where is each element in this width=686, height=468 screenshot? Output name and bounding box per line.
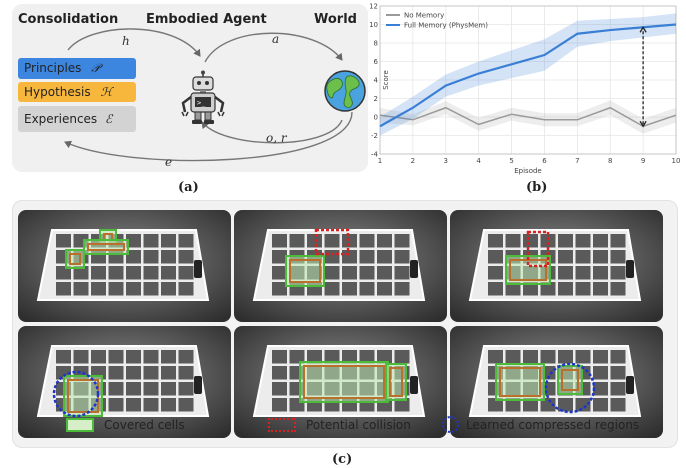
x-tick-label: 2 (411, 157, 415, 165)
principles-symbol: 𝒫 (91, 61, 100, 75)
covered-cells-label: Covered cells (104, 418, 185, 432)
experiment-photo (450, 210, 663, 322)
y-tick-label: 8 (374, 40, 378, 48)
edge-h-label: h (122, 34, 130, 48)
collision-label: Potential collision (306, 418, 411, 432)
edge-or-label: o, r (266, 131, 287, 145)
world-header: World (314, 12, 357, 27)
y-tick-label: 12 (370, 3, 378, 11)
plot-frame (379, 5, 677, 155)
panel-a-arrows (64, 28, 353, 162)
hypothesis-symbol: ℋ (100, 85, 113, 99)
y-axis-label: Score (382, 70, 390, 90)
y-tick-label: 10 (370, 21, 378, 29)
caption-c: (c) (332, 452, 353, 467)
experiment-photo (234, 326, 447, 438)
experiment-photo (18, 326, 231, 438)
hypothesis-chip: Hypothesis ℋ (18, 82, 136, 102)
principles-label: Principles (24, 61, 82, 75)
caption-a: (a) (178, 180, 199, 195)
x-axis-label: Episode (514, 167, 542, 175)
gap-annotation-head-top (639, 26, 647, 33)
hypothesis-label: Hypothesis (24, 85, 91, 99)
h-arrow (67, 28, 201, 57)
x-tick-label: 10 (672, 157, 681, 165)
consolidation-header: Consolidation (18, 12, 119, 27)
x-tick-label: 3 (444, 157, 448, 165)
y-tick-label: 0 (374, 114, 378, 122)
globe-icon (324, 70, 366, 112)
experiences-symbol: ℰ (105, 112, 113, 126)
x-tick-label: 9 (641, 157, 645, 165)
robot-icon: >_ (181, 70, 225, 124)
x-tick-label: 1 (378, 157, 382, 165)
legend-label: No Memory (404, 12, 444, 20)
or-arrow (201, 119, 343, 144)
covered-cells-swatch (66, 418, 94, 432)
gap-annotation-head-bottom (639, 120, 647, 128)
experiment-photo (234, 210, 447, 322)
y-tick-label: 2 (374, 95, 378, 103)
svg-text:>_: >_ (197, 99, 206, 107)
edge-a-label: a (272, 32, 280, 46)
series-band (380, 13, 676, 136)
x-tick-label: 6 (542, 157, 547, 165)
experiences-label: Experiences (24, 112, 98, 126)
e-arrow (64, 111, 353, 162)
a-arrow (204, 32, 343, 63)
legend-label: Full Memory (PhysMem) (404, 22, 488, 30)
y-tick-label: 4 (374, 77, 379, 85)
caption-b: (b) (526, 180, 548, 195)
embodied-agent-header: Embodied Agent (146, 12, 267, 27)
y-tick-label: -4 (371, 151, 379, 159)
compressed-swatch (442, 416, 459, 433)
y-tick-label: -2 (371, 132, 378, 140)
principles-chip: Principles 𝒫 (18, 58, 136, 79)
collision-swatch (268, 418, 296, 432)
x-tick-label: 8 (608, 157, 612, 165)
x-tick-label: 7 (575, 157, 579, 165)
experiment-photo (18, 210, 231, 322)
edge-e-label: e (165, 155, 173, 169)
compressed-label: Learned compressed regions (466, 418, 640, 432)
experiences-chip: Experiences ℰ (18, 106, 136, 132)
x-tick-label: 5 (509, 157, 513, 165)
y-tick-label: 6 (374, 58, 379, 66)
experiment-photo (450, 326, 663, 438)
x-tick-label: 4 (476, 157, 481, 165)
series-line (379, 23, 677, 128)
series-line (379, 106, 677, 128)
